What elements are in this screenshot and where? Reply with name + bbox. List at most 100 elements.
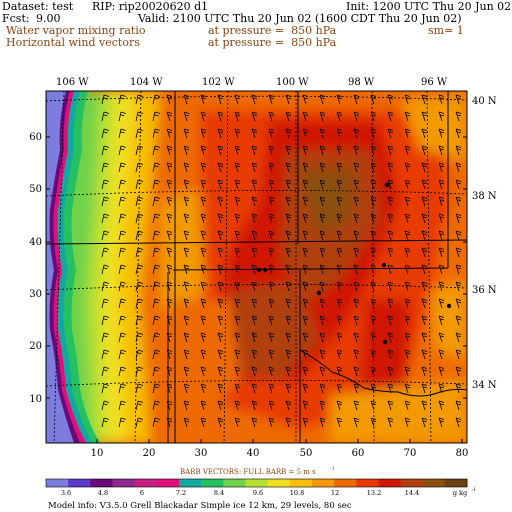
wind-barb [234,111,241,122]
wind-barb [285,417,292,428]
wind-barb [353,281,360,292]
wind-barb [404,213,411,224]
wind-barb [152,383,161,394]
colorbar-swatch [178,479,202,487]
wind-barb [118,162,127,173]
wind-barb [455,281,462,292]
wind-barb [251,383,258,394]
wind-barb [285,315,292,326]
wind-barb [404,230,411,241]
wind-barb [285,400,292,411]
wind-barb [268,264,275,275]
wind-barb [135,298,144,309]
wind-barb [285,128,292,139]
wind-barb [135,247,144,258]
wind-barb [268,213,275,224]
wind-barb [387,128,394,139]
wind-barb [302,349,309,360]
wind-barb [234,383,241,394]
wind-barb [404,383,411,394]
wind-barb [455,298,462,309]
wind-barb [135,162,144,173]
wind-barb [455,417,462,428]
wind-barb [101,111,110,122]
wind-barb [404,94,411,105]
wind-barb [421,230,428,241]
wind-barb [336,179,343,190]
wind-barb [101,128,110,139]
wind-barb [268,417,275,428]
wind-barb [438,213,445,224]
wind-barb [455,145,462,156]
y-tick: 20 [29,341,42,352]
colorbar-swatch [156,479,180,487]
dataset-label: Dataset: test [2,0,74,13]
wind-barb [135,349,144,360]
wind-barb [101,417,110,428]
wind-barb [438,349,445,360]
colorbar-swatch [46,479,69,487]
wind-barb [370,383,377,394]
wind-barb [183,247,190,258]
wind-barb [438,315,445,326]
wind-barb [152,366,161,377]
wind-barb [166,162,173,173]
colorbar-swatch [245,479,269,487]
wind-barb [251,94,258,105]
wind-barb [183,366,190,377]
wind-barb [319,366,326,377]
wind-barb [336,145,343,156]
wind-barb [183,281,190,292]
x-tick: 10 [91,448,104,459]
wind-barb [118,281,127,292]
wind-barb [370,247,377,258]
wind-barb [319,264,326,275]
wind-barb [101,230,110,241]
wind-barb [285,179,292,190]
rip-label: RIP: rip20020620 d1 [92,0,209,13]
wind-barb [285,247,292,258]
wind-barb [353,400,360,411]
wind-barb [302,383,309,394]
wind-barb [118,332,127,343]
wind-barb [421,264,428,275]
wind-barb [234,247,241,258]
wind-barb [438,145,445,156]
field1-extra: sm= 1 [428,24,464,37]
wind-barb [234,315,241,326]
wind-barb [268,179,275,190]
wind-barb [387,213,394,224]
wind-barb [285,162,292,173]
colorbar-label: 14.4 [405,489,419,497]
wind-barb [118,145,127,156]
wind-barb [421,94,428,105]
wind-barb [152,145,161,156]
wind-barb [166,298,173,309]
wind-barb [135,94,144,105]
wind-barb [404,366,411,377]
colorbar-swatch [311,479,335,487]
wind-barb [166,281,173,292]
wind-barb [217,179,224,190]
wind-barb [319,179,326,190]
wind-barb [101,315,110,326]
wind-barb [404,315,411,326]
wind-barb [166,196,173,207]
colorbar-swatch [112,479,136,487]
wind-barb [217,264,224,275]
wind-barb [217,145,224,156]
wind-barb [336,298,343,309]
wind-barb [438,128,445,139]
wind-barb [183,417,190,428]
wind-barb [217,298,224,309]
wind-barb [135,213,144,224]
wind-barb [455,162,462,173]
wind-barb [268,247,275,258]
wind-barb [302,128,309,139]
wind-barb [152,417,161,428]
wind-barb [438,264,445,275]
wind-barb [438,111,445,122]
wind-barb [438,162,445,173]
wind-barb [200,281,207,292]
wind-barb [319,281,326,292]
